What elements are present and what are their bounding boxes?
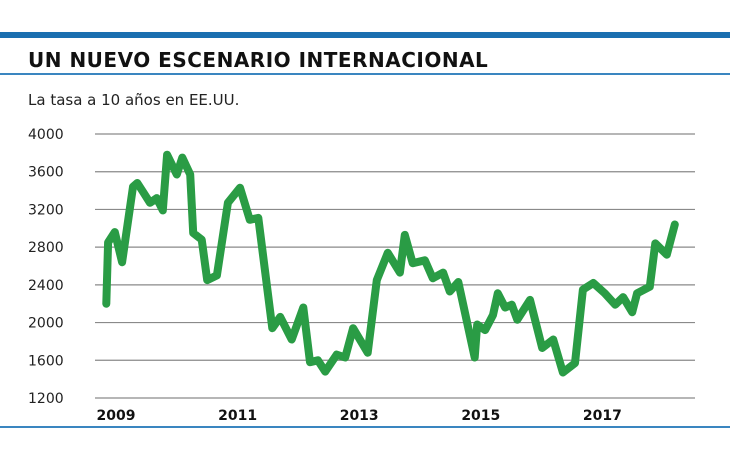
x-tick-label: 2017: [583, 408, 622, 424]
series-line: [102, 150, 679, 377]
bottom-divider: [0, 426, 730, 428]
y-tick-label: 3200: [28, 202, 64, 218]
y-tick-label: 4000: [28, 127, 64, 143]
y-tick-label: 3600: [28, 165, 64, 181]
x-tick-label: 2009: [97, 408, 136, 424]
y-tick-label: 2400: [28, 278, 64, 294]
y-tick-label: 2000: [28, 316, 64, 332]
chart-subtitle: La tasa a 10 años en EE.UU.: [28, 91, 240, 109]
title-divider: [0, 73, 730, 75]
x-tick-label: 2013: [340, 408, 379, 424]
x-tick-label: 2011: [218, 408, 257, 424]
x-tick-label: 2015: [461, 408, 500, 424]
y-tick-label: 1600: [28, 353, 64, 369]
top-accent-bar: [0, 32, 730, 38]
chart-title: UN NUEVO ESCENARIO INTERNACIONAL: [28, 48, 489, 72]
y-tick-label: 1200: [28, 391, 64, 407]
y-tick-label: 2800: [28, 240, 64, 256]
